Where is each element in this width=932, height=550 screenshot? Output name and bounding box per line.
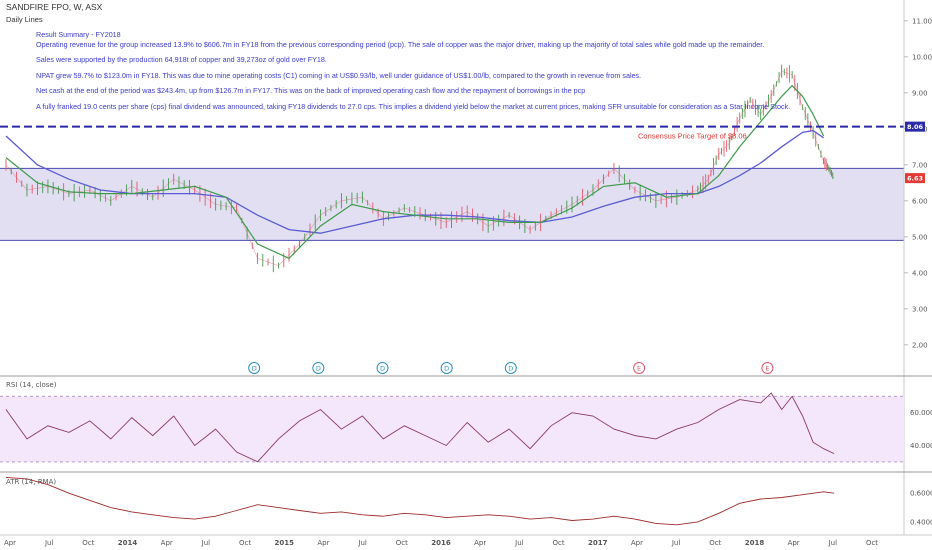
dividend-marker bbox=[312, 362, 325, 374]
event-marker-label: D bbox=[252, 365, 257, 373]
earnings-marker bbox=[633, 362, 646, 374]
price-tick-label: 4.00 bbox=[912, 269, 928, 277]
time-tick-label: Apr bbox=[161, 539, 173, 547]
price-tick-label: 7.00 bbox=[912, 161, 928, 169]
ma-green-line bbox=[5, 84, 825, 260]
event-marker-label: D bbox=[316, 365, 321, 373]
result-summary: Result Summary - FY2018 Operating revenu… bbox=[36, 30, 790, 111]
earnings-marker bbox=[761, 362, 774, 374]
dividend-marker bbox=[248, 362, 261, 374]
time-tick-label: Jul bbox=[44, 539, 54, 547]
atr-tick-label: 0.6000 bbox=[910, 490, 932, 498]
time-tick-label: Oct bbox=[396, 539, 408, 547]
price-tick-label: 10.00 bbox=[912, 53, 932, 61]
target-price-tag bbox=[905, 121, 925, 132]
time-tick-label: Apr bbox=[474, 539, 486, 547]
time-tick-label: Jul bbox=[357, 539, 367, 547]
price-tick-label: 2.00 bbox=[912, 341, 928, 349]
time-tick-label: Jul bbox=[514, 539, 524, 547]
time-tick-label: Apr bbox=[4, 539, 16, 547]
time-tick-label: Oct bbox=[709, 539, 721, 547]
time-tick-label: Jul bbox=[828, 539, 838, 547]
atr-title: ATR (14, RMA) bbox=[6, 478, 56, 486]
time-tick-label: Apr bbox=[631, 539, 643, 547]
support-zone bbox=[0, 168, 904, 241]
chart-subtitle: Daily Lines bbox=[6, 15, 43, 24]
rsi-title: RSI (14, close) bbox=[6, 381, 57, 389]
time-tick-label: Oct bbox=[866, 539, 878, 547]
event-marker-label: E bbox=[765, 365, 769, 373]
price-tick-label: 5.00 bbox=[912, 233, 928, 241]
time-tick-label: 2017 bbox=[588, 539, 608, 547]
price-tick-label: 9.00 bbox=[912, 89, 928, 97]
time-tick-label: Jul bbox=[671, 539, 681, 547]
rsi-tick-label: 40.0000 bbox=[910, 442, 932, 450]
event-marker-label: D bbox=[444, 365, 449, 373]
time-tick-label: 2014 bbox=[118, 539, 138, 547]
target-label: Consensus Price Target of $8.06 bbox=[638, 132, 747, 141]
price-tick-label: 3.00 bbox=[912, 305, 928, 313]
last-price-tag-label: 6.63 bbox=[907, 175, 923, 183]
time-tick-label: 2015 bbox=[275, 539, 295, 547]
time-tick-label: Apr bbox=[788, 539, 800, 547]
atr-line bbox=[5, 476, 835, 526]
summary-title: Result Summary - FY2018 bbox=[36, 30, 121, 39]
ma-blue-line bbox=[5, 129, 824, 234]
summary-line-2: Sales were supported by the production 6… bbox=[36, 55, 327, 64]
time-tick-label: Oct bbox=[239, 539, 251, 547]
dividend-marker bbox=[440, 362, 453, 374]
time-tick-label: Apr bbox=[317, 539, 329, 547]
rsi-band bbox=[0, 396, 904, 462]
summary-line-5: A fully franked 19.0 cents per share (cp… bbox=[36, 102, 790, 111]
event-marker-label: E bbox=[637, 365, 641, 373]
rsi-tick-label: 60.0000 bbox=[910, 409, 932, 417]
target-price-tag-label: 8.06 bbox=[907, 123, 924, 131]
event-marker-label: D bbox=[508, 365, 513, 373]
time-tick-label: Jul bbox=[201, 539, 211, 547]
summary-line-4: Net cash at the end of the period was $2… bbox=[36, 86, 585, 95]
dividend-marker bbox=[504, 362, 517, 374]
summary-line-1: Operating revenue for the group increase… bbox=[36, 40, 764, 49]
price-tick-label: 11.00 bbox=[912, 17, 932, 25]
time-tick-label: Oct bbox=[82, 539, 94, 547]
price-tick-label: 6.00 bbox=[912, 197, 928, 205]
time-tick-label: 2018 bbox=[745, 539, 765, 547]
dividend-marker bbox=[376, 362, 389, 374]
event-marker-label: D bbox=[380, 365, 385, 373]
last-price-tag bbox=[905, 173, 925, 184]
time-tick-label: Oct bbox=[552, 539, 564, 547]
time-tick-label: 2016 bbox=[431, 539, 451, 547]
rsi-line bbox=[5, 392, 835, 463]
chart-symbol: SANDFIRE FPO, W, ASX bbox=[6, 2, 103, 12]
summary-line-3: NPAT grew 59.7% to $123.0m in FY18. This… bbox=[36, 71, 641, 80]
